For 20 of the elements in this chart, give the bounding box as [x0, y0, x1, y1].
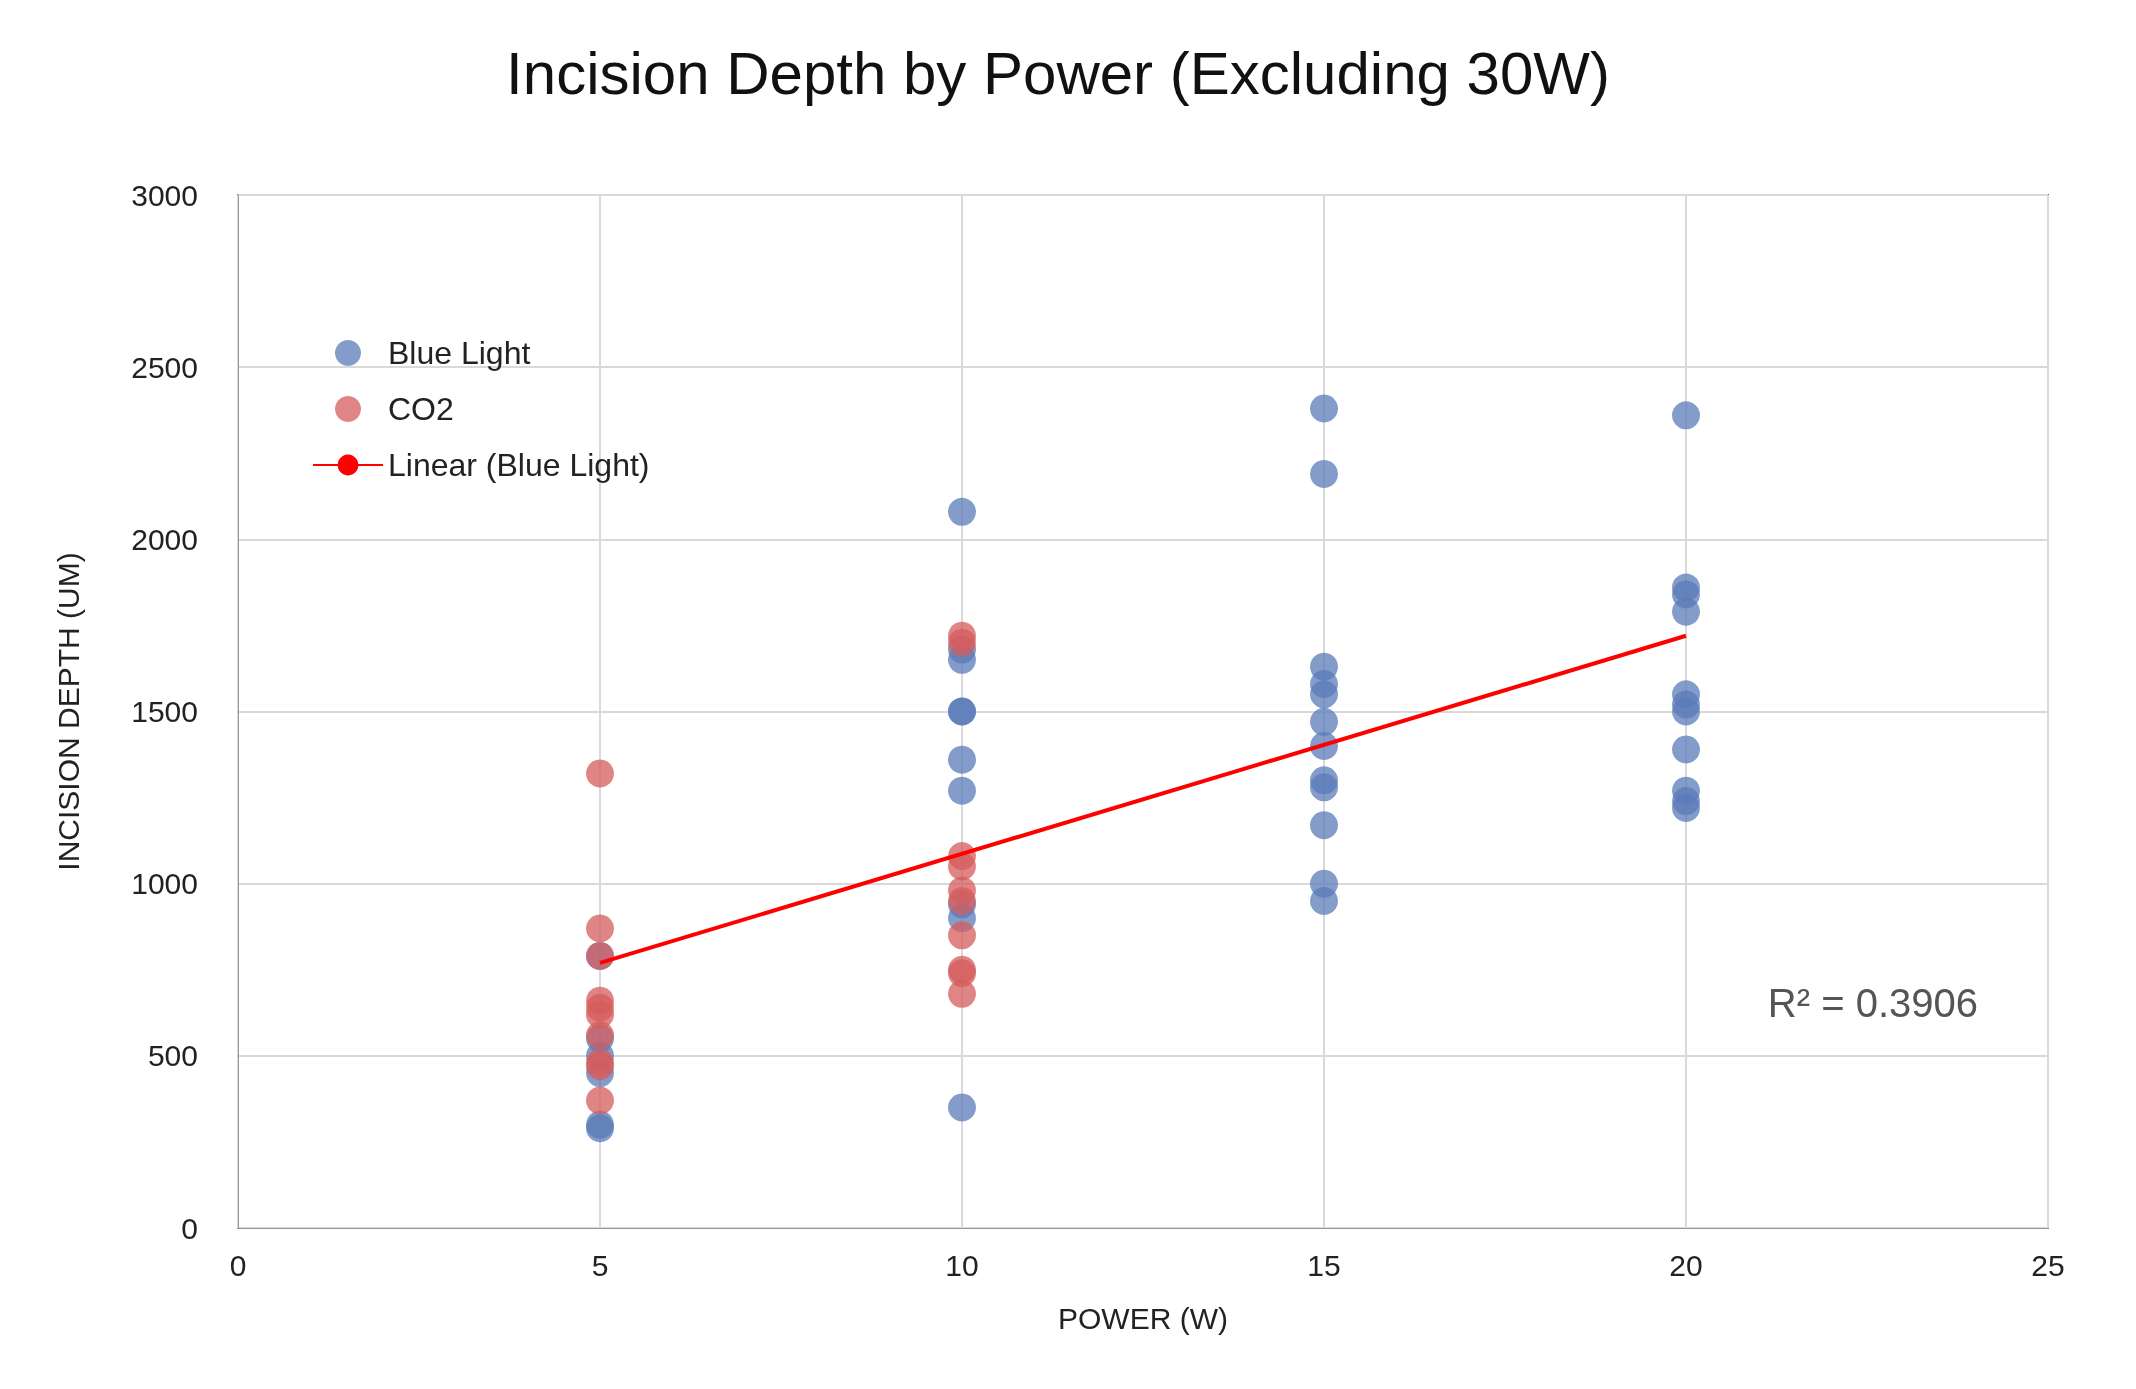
x-tick-label: 15: [1307, 1248, 1341, 1282]
y-tick-label: 0: [181, 1211, 198, 1245]
x-tick-label: 10: [945, 1248, 979, 1282]
y-tick-label: 500: [147, 1039, 198, 1073]
legend-label: CO2: [388, 391, 454, 427]
legend-label: Linear (Blue Light): [388, 447, 650, 483]
y-tick-label: 2500: [131, 350, 198, 384]
x-tick-label: 25: [2031, 1248, 2065, 1282]
x-tick-label: 20: [1669, 1248, 1703, 1282]
x-tick-label: 5: [591, 1248, 609, 1282]
chart-title: Incision Depth by Power (Excluding 30W): [506, 39, 1610, 107]
y-tick-label: 3000: [131, 178, 198, 212]
legend-label: Blue Light: [388, 335, 531, 371]
y-axis-title: INCISION DEPTH (UM): [51, 552, 85, 871]
x-axis-title: POWER (W): [1058, 1301, 1228, 1335]
y-tick-label: 1500: [131, 695, 198, 728]
y-tick-label: 1000: [131, 867, 198, 901]
x-tick-label: 0: [229, 1248, 247, 1282]
annotation: R² = 0.3906: [1767, 981, 1978, 1025]
y-tick-label: 2000: [131, 522, 198, 556]
